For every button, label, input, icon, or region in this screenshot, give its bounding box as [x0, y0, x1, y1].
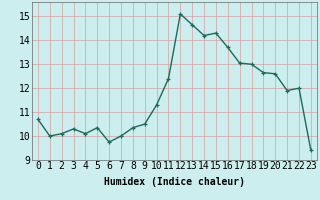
X-axis label: Humidex (Indice chaleur): Humidex (Indice chaleur)	[104, 177, 245, 187]
